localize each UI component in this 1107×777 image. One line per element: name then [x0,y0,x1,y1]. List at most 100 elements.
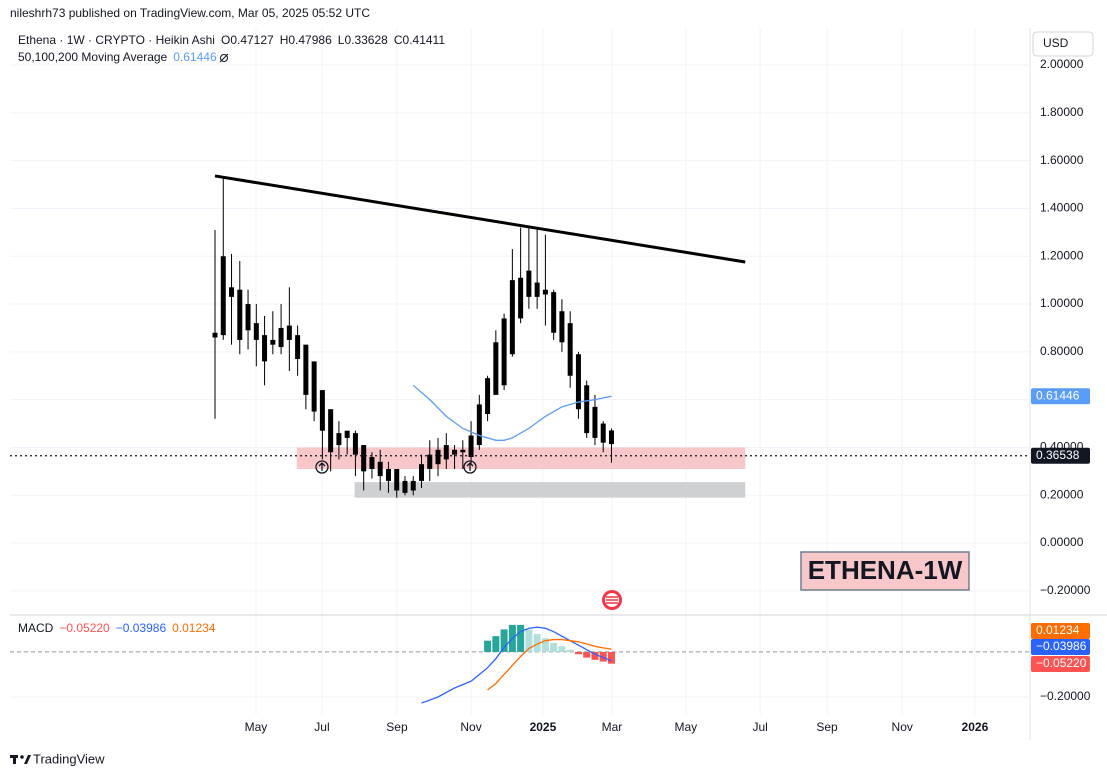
plot: May Jul Sep Nov 2025 Mar May Jul Sep Nov 2026 [10,28,1030,734]
y-tick-label: 1.80000 [1040,105,1084,119]
candle-body [419,464,425,481]
y-tick-label: 2.00000 [1040,57,1084,71]
axis-value-box [1031,623,1090,639]
trendline [214,174,746,264]
candle-body [262,335,268,362]
x-tick-label: Jul [314,720,329,734]
candle-body [394,468,400,491]
x-tick-label: May [674,720,697,734]
candle-body [270,339,276,345]
histogram-bar [607,651,615,664]
candle-body [526,270,532,297]
candle-body [361,445,367,472]
legend-text: 0.47986 [288,33,332,47]
signal-line [487,638,612,691]
candle-body [385,468,391,481]
legend: MACD −0.05220 −0.03986 0.01234 [18,621,216,635]
axis-value-label: −0.05220 [1036,656,1087,670]
legend-value: −0.03986 [116,621,167,635]
legend-text: Ethena · 1W · CRYPTO · Heikin Ashi [18,33,215,47]
axis-value-label: 0.01234 [1036,623,1080,637]
histogram-bar [533,633,541,652]
histogram-bar [566,649,574,652]
axis-value-box [1031,656,1090,672]
candle-body [286,325,292,340]
x-tick-label: 2026 [962,720,989,734]
candle-body [344,430,350,438]
y-tick-label: 0.20000 [1040,487,1084,501]
legend-text: 0.61446 [173,50,217,64]
candle-body [608,430,614,445]
candle-body [493,342,499,395]
candle-body [476,404,482,446]
x-tick-label: 2025 [530,720,557,734]
currency-box[interactable] [1032,31,1094,57]
y-tick-label: −0.20000 [1040,583,1091,597]
histogram-bar [591,651,599,660]
candle-body [295,335,301,360]
candle-body [220,256,226,336]
candle-body [485,378,491,414]
candle-body [551,292,557,333]
candle-body [212,332,218,338]
y-tick-label: 1.20000 [1040,248,1084,262]
candle-body [377,461,383,477]
annotation-box [800,551,970,591]
x-tick-label: Sep [386,720,408,734]
x-tick-label: Mar [602,720,623,734]
axis-value-label: −0.03986 [1036,639,1087,653]
candle-body [435,449,441,465]
candle-body [518,277,524,319]
axis-value-box [1031,639,1090,655]
candle-body [468,435,474,458]
zone [296,447,746,469]
candle-body [501,318,507,386]
legend-text: 0.41411 [403,33,446,47]
candle-body [253,323,259,340]
annotation: ETHENA-1W [808,555,963,585]
legend-value: −0.05220 [59,621,110,635]
x-tick-label: Nov [460,720,481,734]
candle-body [369,457,375,469]
histogram-bar [484,640,492,652]
zone [354,482,746,498]
legend-text: 0.47127 [230,33,274,47]
candle-body [443,445,449,460]
x-tick-label: Jul [752,720,767,734]
legend-value: 0.01234 [172,621,216,635]
histogram-bar [574,651,582,655]
candle-body [600,423,606,443]
candle-body [245,304,251,331]
legend-text: O [221,33,230,47]
candle-body [336,433,342,446]
candle-body [575,354,581,410]
overlay: USD ETHENA-1W TradingView 2.00000 1.80000… [10,31,1094,766]
candle-body [509,280,515,355]
axis-value-label: 0.61446 [1036,388,1080,402]
currency[interactable]: USD [1043,36,1069,50]
histogram-bar [525,629,533,652]
event-flag-icon[interactable] [602,590,622,610]
y-tick-label: 1.00000 [1040,296,1084,310]
axis-value-label: 0.36538 [1036,448,1080,462]
candle-body [584,385,590,434]
candle-body [559,311,565,343]
histogram-bar [558,646,566,652]
x-tick-label: Sep [816,720,838,734]
histogram-bar [550,642,558,652]
legend: 50,100,200 Moving Average 0.61446 [18,50,217,64]
footer-brand: TradingView [33,751,105,766]
y-tick-label: 0.00000 [1040,535,1084,549]
candle-body [402,480,408,493]
legend-text: H [280,33,289,47]
candle-body [427,454,433,469]
y-tick-label: 1.40000 [1040,201,1084,215]
y-tick-label: 1.60000 [1040,153,1084,167]
candle-body [410,480,416,491]
candle-body [278,327,284,348]
candle-body [352,433,358,455]
legend-text: MACD [18,621,54,635]
y-tick-label: 0.80000 [1040,344,1084,358]
